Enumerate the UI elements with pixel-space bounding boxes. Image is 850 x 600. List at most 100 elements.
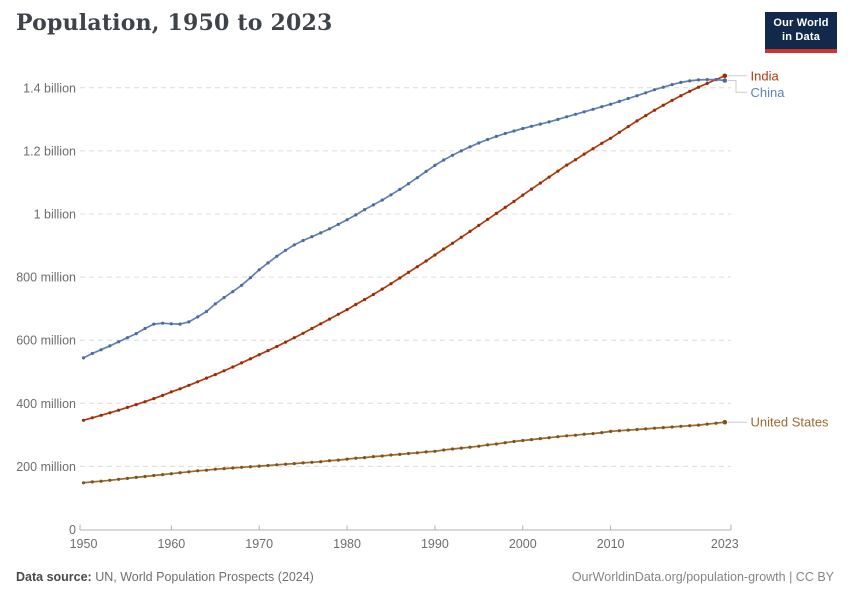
data-point xyxy=(538,122,542,126)
data-point xyxy=(652,108,657,112)
owid-logo-line2: in Data xyxy=(781,30,821,43)
data-point xyxy=(468,145,472,149)
data-point xyxy=(389,193,393,197)
data-point xyxy=(714,421,718,425)
data-point xyxy=(486,443,490,447)
data-point xyxy=(450,153,455,157)
data-point xyxy=(161,393,165,397)
data-point xyxy=(644,114,648,118)
data-point xyxy=(152,322,156,326)
data-point xyxy=(406,270,411,274)
data-point xyxy=(556,169,560,173)
owid-url-link[interactable]: OurWorldinData.org/population-growth | C… xyxy=(571,570,834,584)
data-point xyxy=(459,446,463,450)
data-point xyxy=(204,309,209,314)
data-point xyxy=(635,119,639,123)
data-point xyxy=(371,292,375,297)
data-point xyxy=(433,163,437,167)
data-point xyxy=(714,78,718,82)
data-point xyxy=(600,431,604,435)
data-point xyxy=(626,96,630,101)
data-point xyxy=(398,276,402,280)
series-label-india[interactable]: India xyxy=(751,68,780,83)
data-point xyxy=(99,479,103,483)
data-point xyxy=(626,428,630,432)
data-point xyxy=(652,426,657,430)
data-point xyxy=(266,463,270,468)
data-point xyxy=(582,152,586,156)
data-point xyxy=(196,469,200,473)
data-point xyxy=(257,353,261,357)
data-point xyxy=(371,203,375,207)
series-label-united-states[interactable]: United States xyxy=(751,415,830,430)
chart-title: Population, 1950 to 2023 xyxy=(16,10,333,36)
data-point xyxy=(327,227,332,231)
data-point xyxy=(99,348,103,352)
data-point xyxy=(494,134,498,138)
data-point xyxy=(231,290,235,294)
data-point xyxy=(582,110,586,114)
data-point xyxy=(512,199,516,203)
data-point xyxy=(477,141,481,145)
data-point xyxy=(275,344,279,349)
series-line-united-states[interactable] xyxy=(81,419,728,485)
data-point xyxy=(679,94,683,98)
y-axis-tick-label: 400 million xyxy=(16,397,76,411)
data-point xyxy=(573,433,578,437)
data-point xyxy=(521,193,525,197)
data-point xyxy=(600,141,604,145)
data-point xyxy=(705,422,709,426)
series-label-china[interactable]: China xyxy=(751,85,786,100)
data-point xyxy=(512,129,516,133)
data-point xyxy=(722,419,728,425)
y-axis-tick-label: 1.4 billion xyxy=(23,81,76,95)
data-point xyxy=(591,147,595,151)
data-point xyxy=(169,322,173,326)
data-point xyxy=(248,465,252,469)
data-point xyxy=(705,78,709,82)
data-point xyxy=(573,158,578,162)
y-axis-tick-label: 200 million xyxy=(16,460,76,474)
data-point xyxy=(292,462,296,466)
data-point xyxy=(81,481,86,485)
data-point xyxy=(424,450,428,454)
data-point xyxy=(486,137,490,142)
series-line-india[interactable] xyxy=(81,73,728,422)
data-point xyxy=(152,473,156,478)
data-point xyxy=(380,198,384,202)
data-point xyxy=(688,89,692,93)
y-axis-tick-label: 1 billion xyxy=(34,208,76,222)
data-point xyxy=(529,438,534,442)
x-axis-tick-label: 1970 xyxy=(245,537,273,551)
chart-footer: Data source: UN, World Population Prospe… xyxy=(16,568,834,590)
data-point xyxy=(696,423,701,427)
data-point xyxy=(494,211,498,215)
data-point xyxy=(722,73,728,79)
data-point xyxy=(108,478,112,482)
data-point xyxy=(494,442,498,446)
data-point xyxy=(609,136,613,140)
data-point xyxy=(486,217,490,221)
owid-logo[interactable]: Our World in Data xyxy=(765,12,837,53)
data-point xyxy=(196,380,200,384)
data-point xyxy=(152,397,156,401)
series-line-china[interactable] xyxy=(81,78,728,360)
data-point xyxy=(363,456,367,460)
data-point xyxy=(556,117,560,121)
data-point xyxy=(573,112,578,116)
x-axis-tick-label: 1960 xyxy=(157,537,185,551)
y-axis-tick-label: 0 xyxy=(69,523,76,537)
data-point xyxy=(319,231,323,235)
data-point xyxy=(696,78,701,82)
data-point xyxy=(600,105,604,109)
data-point xyxy=(284,248,288,252)
y-axis-tick-label: 1.2 billion xyxy=(23,144,76,158)
data-point xyxy=(609,429,613,433)
data-point xyxy=(257,268,261,272)
data-point xyxy=(248,357,252,361)
data-point xyxy=(547,120,551,124)
data-point xyxy=(477,223,481,227)
data-point xyxy=(406,182,411,186)
data-point xyxy=(108,344,112,348)
